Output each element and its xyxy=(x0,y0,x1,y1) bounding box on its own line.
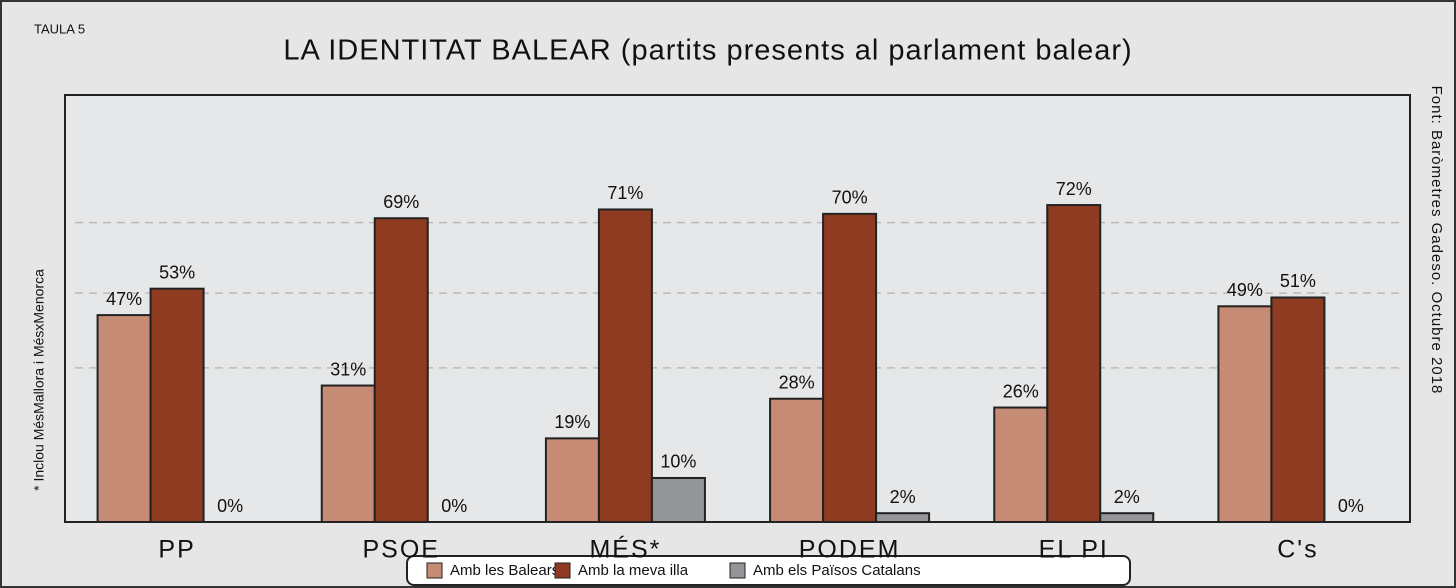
bar xyxy=(597,208,653,523)
bar xyxy=(769,397,825,524)
bar xyxy=(1099,512,1155,523)
legend-swatch xyxy=(729,562,746,579)
value-label: 47% xyxy=(106,289,142,309)
value-label: 71% xyxy=(607,183,643,203)
bar xyxy=(373,217,429,524)
value-label: 49% xyxy=(1227,280,1263,300)
value-label: 10% xyxy=(660,452,696,472)
value-label: 26% xyxy=(1003,381,1039,401)
value-label: 69% xyxy=(383,192,419,212)
x-tick-label: C's xyxy=(1277,536,1318,564)
legend-swatch xyxy=(426,562,443,579)
legend-label: Amb les Balears xyxy=(450,562,559,579)
value-label: 2% xyxy=(890,487,916,507)
bar xyxy=(1217,305,1273,524)
note: * Inclou MésMallora i MésxMenorca xyxy=(31,269,47,491)
legend-label: Amb els Països Catalans xyxy=(753,562,921,579)
bar xyxy=(822,212,878,523)
value-label: 2% xyxy=(1114,487,1140,507)
plot-area xyxy=(64,94,1411,523)
value-label: 72% xyxy=(1056,179,1092,199)
value-label: 70% xyxy=(832,188,868,208)
bar xyxy=(149,287,205,524)
source: Font: Baròmetres Gadeso. Octubre 2018 xyxy=(1428,86,1445,395)
chart-title: LA IDENTITAT BALEAR (partits presents al… xyxy=(283,35,1132,67)
bar xyxy=(875,512,931,523)
value-label: 0% xyxy=(217,496,243,516)
x-tick-label: PSOE xyxy=(363,536,440,564)
bar xyxy=(650,476,706,523)
bar xyxy=(993,406,1049,523)
bar xyxy=(1046,204,1102,523)
legend-swatch xyxy=(554,562,571,579)
value-label: 19% xyxy=(554,412,590,432)
table-label: TAULA 5 xyxy=(34,21,85,36)
value-label: 0% xyxy=(1338,496,1364,516)
bar xyxy=(320,384,376,523)
x-tick-label: EL PI xyxy=(1039,536,1109,564)
bar xyxy=(96,314,152,523)
x-tick-label: MÉS* xyxy=(589,535,661,564)
value-label: 31% xyxy=(330,359,366,379)
value-label: 28% xyxy=(779,372,815,392)
x-tick-label: PODEM xyxy=(799,536,901,564)
legend xyxy=(406,555,1131,586)
bar xyxy=(1270,296,1326,523)
value-label: 53% xyxy=(159,262,195,282)
x-tick-label: PP xyxy=(158,536,195,564)
legend-label: Amb la meva illa xyxy=(578,562,689,579)
value-label: 0% xyxy=(441,496,467,516)
value-label: 51% xyxy=(1280,271,1316,291)
bar xyxy=(544,437,600,524)
